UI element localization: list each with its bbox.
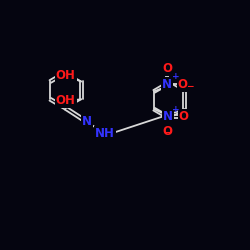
Text: +: + [172, 72, 179, 81]
Text: N: N [162, 78, 172, 91]
Text: +: + [172, 105, 180, 114]
Text: O: O [163, 125, 173, 138]
Text: O: O [179, 110, 189, 123]
Text: −: − [186, 82, 194, 91]
Text: O: O [178, 78, 188, 91]
Text: N: N [82, 115, 92, 128]
Text: NH: NH [95, 127, 115, 140]
Text: O: O [162, 62, 172, 75]
Text: OH: OH [56, 69, 76, 82]
Text: N: N [163, 110, 173, 123]
Text: −: − [164, 128, 172, 137]
Text: OH: OH [56, 94, 76, 107]
